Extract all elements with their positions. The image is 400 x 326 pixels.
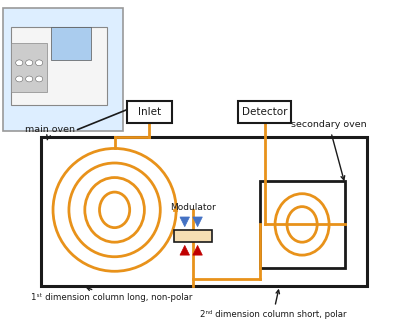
Bar: [41, 137, 367, 286]
Bar: [238, 101, 291, 123]
Text: 2ⁿᵈ dimension column short, polar: 2ⁿᵈ dimension column short, polar: [200, 290, 346, 319]
Text: 1ˢᵗ dimension column long, non-polar: 1ˢᵗ dimension column long, non-polar: [31, 287, 192, 303]
Bar: [11, 27, 107, 105]
Bar: [11, 43, 47, 92]
Text: secondary oven: secondary oven: [291, 120, 367, 180]
Circle shape: [26, 60, 33, 66]
Bar: [260, 181, 345, 268]
Polygon shape: [193, 245, 202, 255]
Circle shape: [26, 76, 33, 82]
Circle shape: [36, 76, 43, 82]
Circle shape: [36, 60, 43, 66]
Polygon shape: [193, 217, 202, 227]
Bar: [174, 230, 212, 242]
Text: Detector: Detector: [242, 107, 287, 117]
Bar: [3, 8, 122, 131]
Text: Inlet: Inlet: [138, 107, 161, 117]
Circle shape: [16, 76, 23, 82]
Text: main oven: main oven: [25, 125, 75, 140]
Text: Modulator: Modulator: [170, 203, 216, 212]
Polygon shape: [180, 217, 190, 227]
Bar: [51, 27, 91, 60]
Bar: [126, 101, 172, 123]
Polygon shape: [180, 245, 190, 255]
Circle shape: [16, 60, 23, 66]
